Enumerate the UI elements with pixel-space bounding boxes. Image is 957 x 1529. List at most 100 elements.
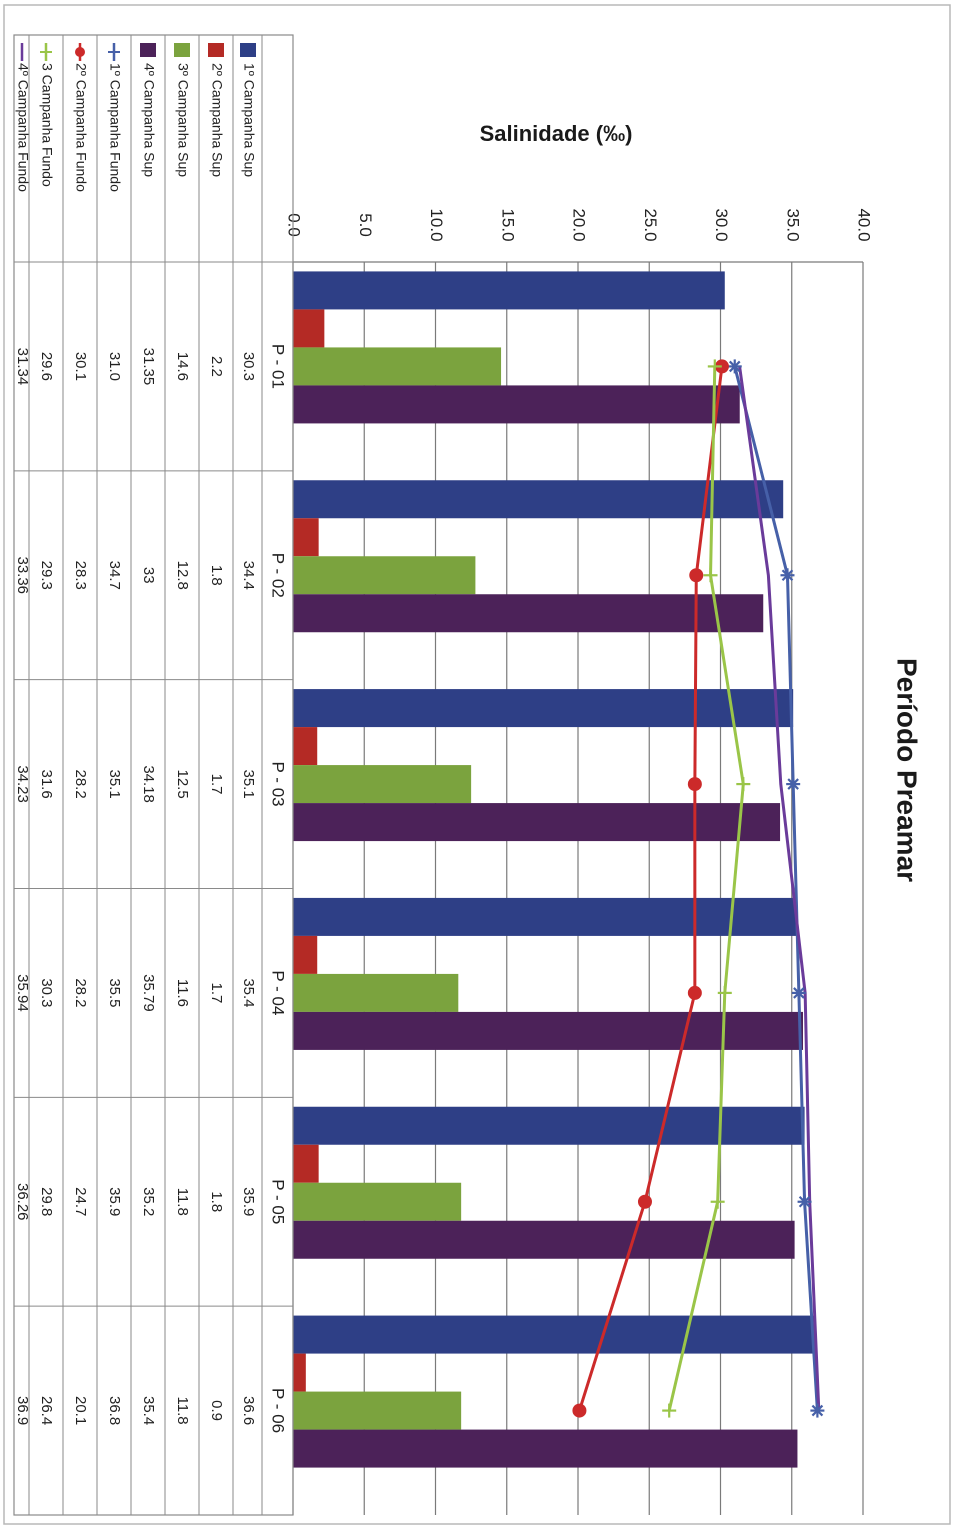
table-value: 11.8 <box>174 1397 191 1425</box>
bar <box>293 935 318 974</box>
value-label-group: 35.2 <box>140 1187 157 1216</box>
table-value: 30.3 <box>240 352 257 381</box>
value-label-group: 35.5 <box>106 978 123 1007</box>
legend-label: 1º Campanha Sup <box>241 63 257 177</box>
bar <box>293 897 798 936</box>
line-series <box>577 366 821 1412</box>
legend-entry: 4º Campanha Sup <box>140 43 157 177</box>
point-marker <box>791 985 806 1000</box>
legend-entry: 1º Campanha Fundo <box>107 43 123 192</box>
value-label-group: 24.7 <box>72 1187 89 1216</box>
legend-label: 3 Campanha Fundo <box>39 63 55 187</box>
y-tick-group: 5.0 <box>356 213 375 237</box>
value-label-group: 31.0 <box>106 352 123 381</box>
value-label-group: 29.3 <box>38 561 55 590</box>
table-value: 20.1 <box>72 1396 89 1425</box>
y-tick-label: 10.0 <box>427 208 446 241</box>
legend-entry: 3º Campanha Sup <box>174 43 191 177</box>
bar <box>293 1106 805 1145</box>
table-value: 29.8 <box>38 1187 55 1216</box>
y-axis-title-group: Salinidade (‰) <box>480 121 633 146</box>
y-tick-label: 25.0 <box>641 208 660 241</box>
point-marker <box>717 985 732 1000</box>
legend-label: 1º Campanha Fundo <box>107 63 123 192</box>
point-marker <box>714 359 729 374</box>
bar <box>293 1429 798 1468</box>
value-label-group: 11.8 <box>174 1397 191 1425</box>
value-label-group: 35.1 <box>106 769 123 798</box>
table-value: 31.6 <box>38 769 55 798</box>
value-label-group: 35.1 <box>240 769 257 798</box>
value-label-group: 36.9 <box>14 1396 31 1425</box>
category-label: P - 02 <box>269 553 288 598</box>
series-line <box>667 366 745 1411</box>
legend-entry: 2º Campanha Sup <box>208 43 225 177</box>
table-value: 35.2 <box>140 1187 157 1216</box>
legend-label: 2º Campanha Fundo <box>73 63 89 192</box>
point-marker <box>710 1194 725 1209</box>
table-value: 35.5 <box>106 978 123 1007</box>
table-value: 35.9 <box>240 1187 257 1216</box>
point-marker <box>703 568 718 583</box>
table-value: 1.7 <box>208 982 225 1003</box>
point-marker <box>572 1403 587 1418</box>
table-value: 35.4 <box>140 1396 157 1425</box>
table-value: 34.23 <box>14 765 31 803</box>
value-label-group: 20.1 <box>72 1396 89 1425</box>
value-label-group: 29.8 <box>38 1187 55 1216</box>
table-value: 29.3 <box>38 561 55 590</box>
table-value: 35.79 <box>140 974 157 1012</box>
table-value: 30.3 <box>38 978 55 1007</box>
value-label-group: 1.8 <box>208 565 225 586</box>
value-label-group: 35.9 <box>240 1187 257 1216</box>
value-label-group: 34.18 <box>140 765 157 803</box>
table-value: 36.8 <box>106 1396 123 1425</box>
bar <box>293 765 472 804</box>
y-tick-label: 30.0 <box>712 208 731 241</box>
table-value: 34.7 <box>106 561 123 590</box>
value-label-group: 28.3 <box>72 561 89 590</box>
table-value: 14.6 <box>174 352 191 381</box>
y-tick-group: 0.0 <box>285 213 304 237</box>
table-value: 1.8 <box>208 565 225 586</box>
table-value: 34.4 <box>240 561 257 590</box>
value-label-group: 1.8 <box>208 1191 225 1212</box>
point-marker <box>810 1403 825 1418</box>
bar <box>293 689 794 728</box>
legend-marker <box>75 47 85 57</box>
category-label-group: P - 02 <box>269 553 288 598</box>
table-value: 35.1 <box>106 769 123 798</box>
table-value: 12.5 <box>174 769 191 798</box>
table-value: 30.1 <box>72 352 89 381</box>
y-tick-label: 40.0 <box>855 208 874 241</box>
value-axis: 0.0 5.0 10.0 15.0 20.0 25.0 30.0 35.0 40.0 <box>285 208 874 241</box>
value-label-group: 30.3 <box>240 352 257 381</box>
y-tick-group: 15.0 <box>498 208 517 241</box>
category-label: P - 01 <box>269 344 288 389</box>
legend-label: 4º Campanha Fundo <box>15 63 31 192</box>
value-label-group: 26.4 <box>38 1396 55 1425</box>
value-label-group: 2.2 <box>208 356 225 377</box>
table-value: 31.35 <box>140 348 157 386</box>
category-label-group: P - 05 <box>269 1179 288 1224</box>
value-label-group: 35.4 <box>140 1396 157 1425</box>
value-label-group: 0.9 <box>208 1400 225 1421</box>
line-markers <box>572 359 825 1418</box>
legend-swatch <box>208 43 224 57</box>
table-value: 1.8 <box>208 1191 225 1212</box>
value-label-group: 35.9 <box>106 1187 123 1216</box>
value-label-group: 36.6 <box>240 1396 257 1425</box>
value-label-group: 29.6 <box>38 352 55 381</box>
point-marker <box>637 1194 652 1209</box>
table-value: 26.4 <box>38 1396 55 1425</box>
bar <box>293 271 725 310</box>
value-label-group: 12.8 <box>174 561 191 590</box>
table-value: 35.1 <box>240 769 257 798</box>
y-tick-group: 30.0 <box>712 208 731 241</box>
y-axis-title: Salinidade (‰) <box>480 121 633 146</box>
legend-label: 4º Campanha Sup <box>141 63 157 177</box>
series-line <box>577 366 724 1412</box>
value-label-group: 34.4 <box>240 561 257 590</box>
value-label-group: 14.6 <box>174 352 191 381</box>
legend-label: 2º Campanha Sup <box>209 63 225 177</box>
